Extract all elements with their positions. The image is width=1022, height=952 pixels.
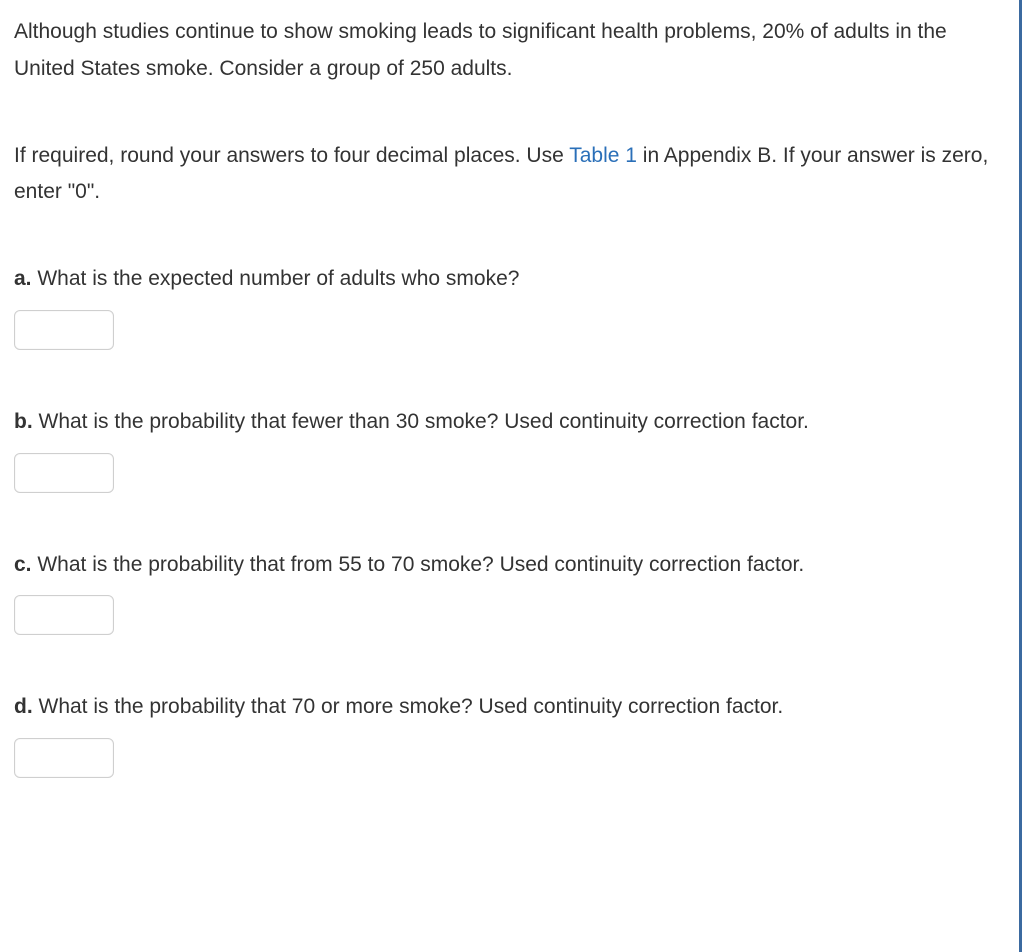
question-c-text: c. What is the probability that from 55 … xyxy=(14,547,997,584)
question-a-body: What is the expected number of adults wh… xyxy=(32,267,520,290)
answer-input-a[interactable] xyxy=(14,310,114,350)
question-b-text: b. What is the probability that fewer th… xyxy=(14,404,997,441)
question-page: { "intro": { "p1": "Although studies con… xyxy=(0,0,1022,952)
question-c: c. What is the probability that from 55 … xyxy=(14,547,997,636)
question-a: a. What is the expected number of adults… xyxy=(14,261,997,350)
intro-paragraph-2: If required, round your answers to four … xyxy=(14,138,997,212)
question-d-text: d. What is the probability that 70 or mo… xyxy=(14,689,997,726)
question-b-body: What is the probability that fewer than … xyxy=(33,410,809,433)
question-d: d. What is the probability that 70 or mo… xyxy=(14,689,997,778)
answer-input-c[interactable] xyxy=(14,595,114,635)
question-b-letter: b. xyxy=(14,410,33,433)
question-a-text: a. What is the expected number of adults… xyxy=(14,261,997,298)
question-c-body: What is the probability that from 55 to … xyxy=(32,553,805,576)
question-c-letter: c. xyxy=(14,553,32,576)
question-a-letter: a. xyxy=(14,267,32,290)
intro-p2-before: If required, round your answers to four … xyxy=(14,144,569,167)
answer-input-d[interactable] xyxy=(14,738,114,778)
question-d-body: What is the probability that 70 or more … xyxy=(33,695,784,718)
question-d-letter: d. xyxy=(14,695,33,718)
answer-input-b[interactable] xyxy=(14,453,114,493)
table-1-link[interactable]: Table 1 xyxy=(569,144,637,167)
intro-paragraph-1: Although studies continue to show smokin… xyxy=(14,14,997,88)
question-b: b. What is the probability that fewer th… xyxy=(14,404,997,493)
